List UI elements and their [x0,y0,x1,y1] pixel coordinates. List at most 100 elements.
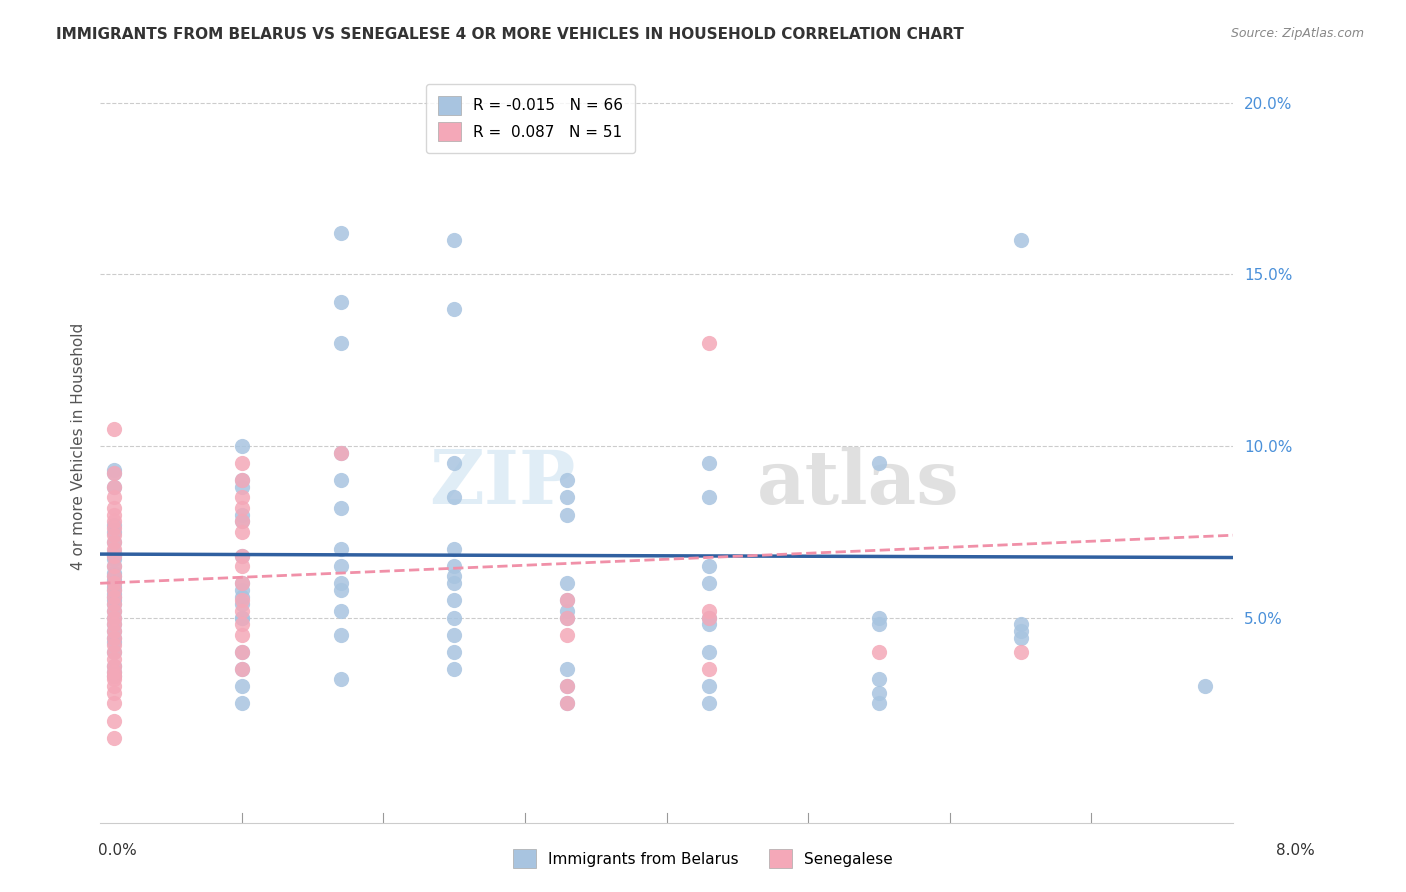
Point [443,233,465,247]
Point [103,617,125,632]
Point [231,645,253,659]
Point [443,541,465,556]
Point [443,628,465,642]
Point [868,610,890,624]
Point [103,665,125,680]
Point [557,662,579,676]
Point [231,515,253,529]
Point [231,604,253,618]
Point [103,569,125,583]
Point [557,610,579,624]
Point [329,500,352,515]
Point [103,535,125,549]
Point [103,652,125,666]
Point [443,576,465,591]
Point [231,473,253,487]
Point [103,467,125,481]
Point [231,583,253,598]
Point [697,645,720,659]
Point [329,604,352,618]
Point [103,583,125,598]
Point [103,586,125,600]
Point [231,679,253,693]
Point [103,569,125,583]
Point [103,638,125,652]
Point [231,597,253,611]
Point [329,226,352,240]
Point [103,583,125,598]
Point [103,480,125,494]
Point [1010,624,1032,639]
Point [103,541,125,556]
Point [231,645,253,659]
Point [103,624,125,639]
Point [868,697,890,711]
Point [868,456,890,470]
Point [557,610,579,624]
Point [443,559,465,574]
Point [557,491,579,505]
Point [329,336,352,351]
Point [557,628,579,642]
Point [103,535,125,549]
Point [1010,233,1032,247]
Point [103,590,125,604]
Text: 8.0%: 8.0% [1275,843,1315,858]
Point [329,559,352,574]
Point [103,576,125,591]
Point [103,645,125,659]
Point [557,473,579,487]
Point [329,446,352,460]
Point [443,301,465,316]
Point [231,524,253,539]
Point [103,524,125,539]
Point [103,645,125,659]
Point [697,697,720,711]
Point [103,559,125,574]
Point [103,422,125,436]
Point [697,610,720,624]
Point [103,731,125,745]
Point [697,491,720,505]
Point [103,658,125,673]
Point [103,566,125,580]
Point [1010,617,1032,632]
Text: 0.0%: 0.0% [98,843,138,858]
Point [231,590,253,604]
Point [231,628,253,642]
Point [103,545,125,559]
Point [329,673,352,687]
Point [103,658,125,673]
Point [1194,679,1216,693]
Point [103,624,125,639]
Point [1010,631,1032,645]
Point [103,552,125,566]
Point [103,610,125,624]
Point [329,541,352,556]
Text: atlas: atlas [758,447,960,520]
Point [231,456,253,470]
Legend: R = -0.015   N = 66, R =  0.087   N = 51: R = -0.015 N = 66, R = 0.087 N = 51 [426,84,636,153]
Point [443,456,465,470]
Legend: Immigrants from Belarus, Senegalese: Immigrants from Belarus, Senegalese [505,841,901,875]
Point [231,617,253,632]
Point [443,569,465,583]
Text: Source: ZipAtlas.com: Source: ZipAtlas.com [1230,27,1364,40]
Point [697,679,720,693]
Point [103,714,125,728]
Point [103,549,125,563]
Point [443,662,465,676]
Point [697,610,720,624]
Point [231,515,253,529]
Point [329,446,352,460]
Point [103,580,125,594]
Point [1010,645,1032,659]
Point [868,686,890,700]
Point [231,473,253,487]
Point [443,610,465,624]
Point [103,517,125,532]
Point [103,673,125,687]
Point [231,576,253,591]
Point [103,597,125,611]
Point [557,604,579,618]
